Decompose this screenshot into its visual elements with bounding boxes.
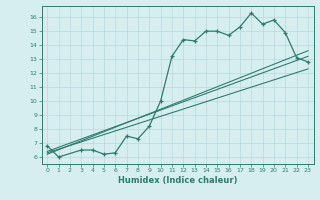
X-axis label: Humidex (Indice chaleur): Humidex (Indice chaleur) <box>118 176 237 185</box>
